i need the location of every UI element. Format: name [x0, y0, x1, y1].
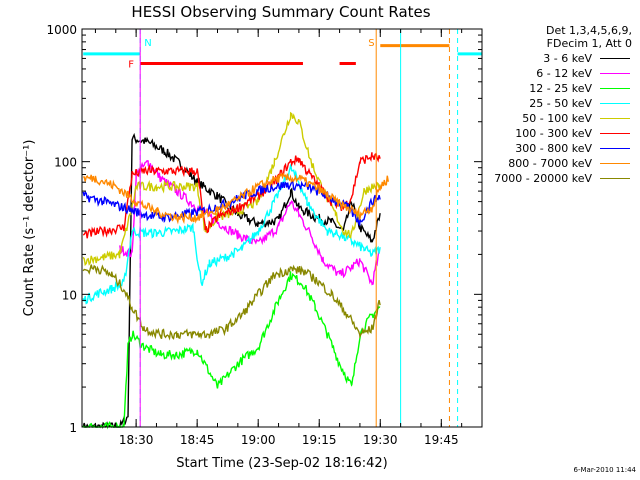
- annotation-label: S: [368, 38, 374, 49]
- legend-label: 6 - 12 keV: [536, 67, 592, 80]
- tick-layer: 18:30 18:45 19:00 19:15 19:30 19:45 1 10 100 1000: [46, 23, 483, 447]
- legend-entry: 3 - 6 keV: [482, 51, 632, 66]
- y-tick-label: 10: [62, 288, 77, 302]
- x-tick-label: 19:00: [241, 433, 276, 447]
- legend-label: 7000 - 20000 keV: [494, 172, 592, 185]
- legend-label: 3 - 6 keV: [543, 52, 592, 65]
- legend-label: 50 - 100 keV: [522, 112, 592, 125]
- legend-swatch: [600, 73, 630, 74]
- legend-entry: 300 - 800 keV: [482, 141, 632, 156]
- legend-swatch: [600, 163, 630, 164]
- series-line: [83, 172, 389, 225]
- legend-entry: 7000 - 20000 keV: [482, 171, 632, 186]
- y-tick-label: 1: [69, 421, 77, 435]
- legend-entry: 6 - 12 keV: [482, 66, 632, 81]
- series-line: [82, 164, 381, 305]
- legend-swatch: [600, 148, 630, 149]
- series-line: [82, 271, 381, 430]
- legend-entry: 100 - 300 keV: [482, 126, 632, 141]
- annotation-label: N: [144, 38, 151, 49]
- plot-frame: [81, 28, 483, 428]
- legend-label: 100 - 300 keV: [515, 127, 592, 140]
- legend: Det 1,3,4,5,6,9, FDecim 1, Att 0 3 - 6 k…: [482, 24, 632, 186]
- legend-entry: 50 - 100 keV: [482, 111, 632, 126]
- legend-swatch: [600, 118, 630, 119]
- legend-entry: 800 - 7000 keV: [482, 156, 632, 171]
- series-line: [82, 264, 381, 341]
- footer-date: 6-Mar-2010 11:44: [573, 466, 636, 474]
- x-tick-label: 18:30: [119, 433, 154, 447]
- x-axis-label: Start Time (23-Sep-02 18:16:42): [176, 456, 387, 471]
- legend-header-line-1: Det 1,3,4,5,6,9,: [545, 24, 632, 37]
- legend-swatch: [600, 178, 630, 179]
- x-tick-label: 19:15: [302, 433, 337, 447]
- legend-entry: 12 - 25 keV: [482, 81, 632, 96]
- legend-label: 25 - 50 keV: [529, 97, 592, 110]
- annotation-label: F: [128, 59, 134, 70]
- y-axis-label: Count Rate (s⁻¹ detector⁻¹): [22, 140, 37, 317]
- marker-layer: NF S: [83, 29, 482, 427]
- legend-header-line-2: FDecim 1, Att 0: [546, 37, 632, 50]
- legend-swatch: [600, 58, 630, 59]
- series-line: [82, 111, 381, 267]
- x-tick-label: 19:45: [424, 433, 459, 447]
- x-tick-label: 19:30: [363, 433, 398, 447]
- legend-swatch: [600, 88, 630, 89]
- legend-label: 800 - 7000 keV: [508, 157, 592, 170]
- chart-title: HESSI Observing Summary Count Rates: [131, 3, 430, 21]
- legend-entry: 25 - 50 keV: [482, 96, 632, 111]
- x-tick-label: 18:45: [180, 433, 215, 447]
- legend-swatch: [600, 133, 630, 134]
- y-tick-label: 100: [54, 156, 77, 170]
- y-tick-label: 1000: [46, 23, 77, 37]
- series-line: [82, 179, 381, 226]
- series-layer: [82, 111, 389, 430]
- series-line: [82, 132, 381, 429]
- legend-swatch: [600, 103, 630, 104]
- legend-label: 12 - 25 keV: [529, 82, 592, 95]
- legend-label: 300 - 800 keV: [515, 142, 592, 155]
